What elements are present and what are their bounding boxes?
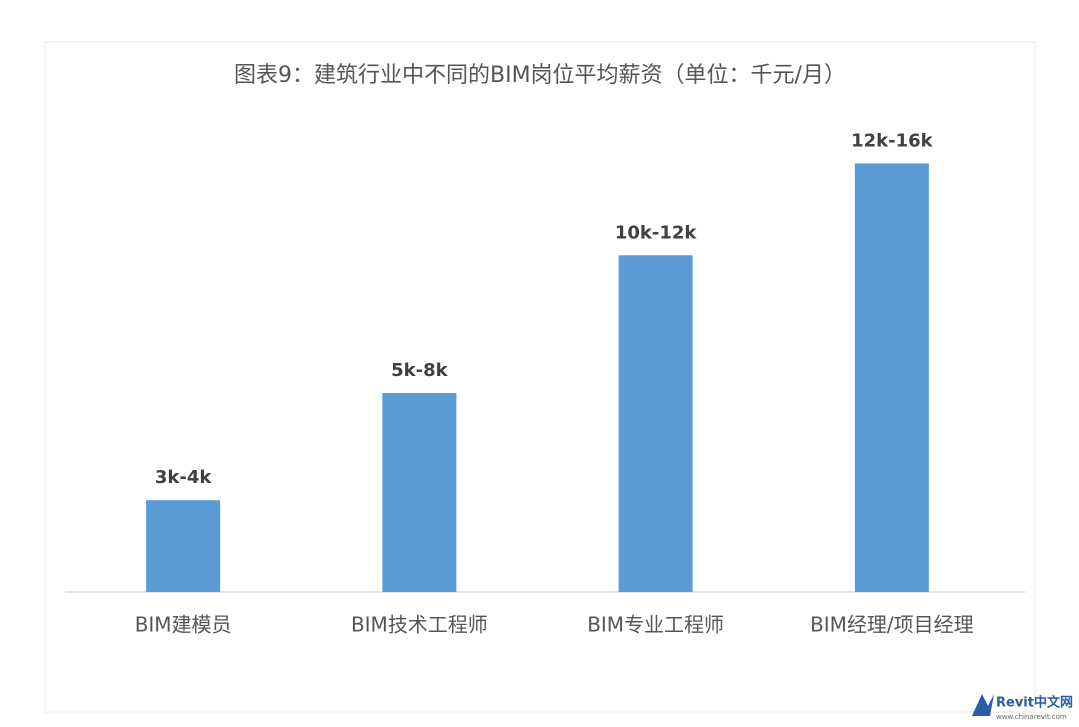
data-label: 12k-16k <box>851 130 934 151</box>
x-tick-label: BIM建模员 <box>135 613 232 637</box>
bar <box>854 163 929 592</box>
watermark-logo <box>972 694 994 716</box>
watermark-url: www.chinarevit.com <box>996 713 1067 721</box>
chart-title: 图表9：建筑行业中不同的BIM岗位平均薪资（单位：千元/月） <box>234 63 846 88</box>
data-label: 3k-4k <box>155 467 212 488</box>
data-label: 5k-8k <box>391 360 448 381</box>
bar <box>618 255 693 592</box>
x-tick-label: BIM经理/项目经理 <box>810 613 974 637</box>
x-tick-label: BIM技术工程师 <box>351 613 488 637</box>
watermark-title: Revit中文网 <box>996 695 1073 711</box>
bar <box>382 393 457 592</box>
bar <box>146 500 221 592</box>
x-tick-label: BIM专业工程师 <box>587 613 724 637</box>
data-label: 10k-12k <box>615 222 698 243</box>
